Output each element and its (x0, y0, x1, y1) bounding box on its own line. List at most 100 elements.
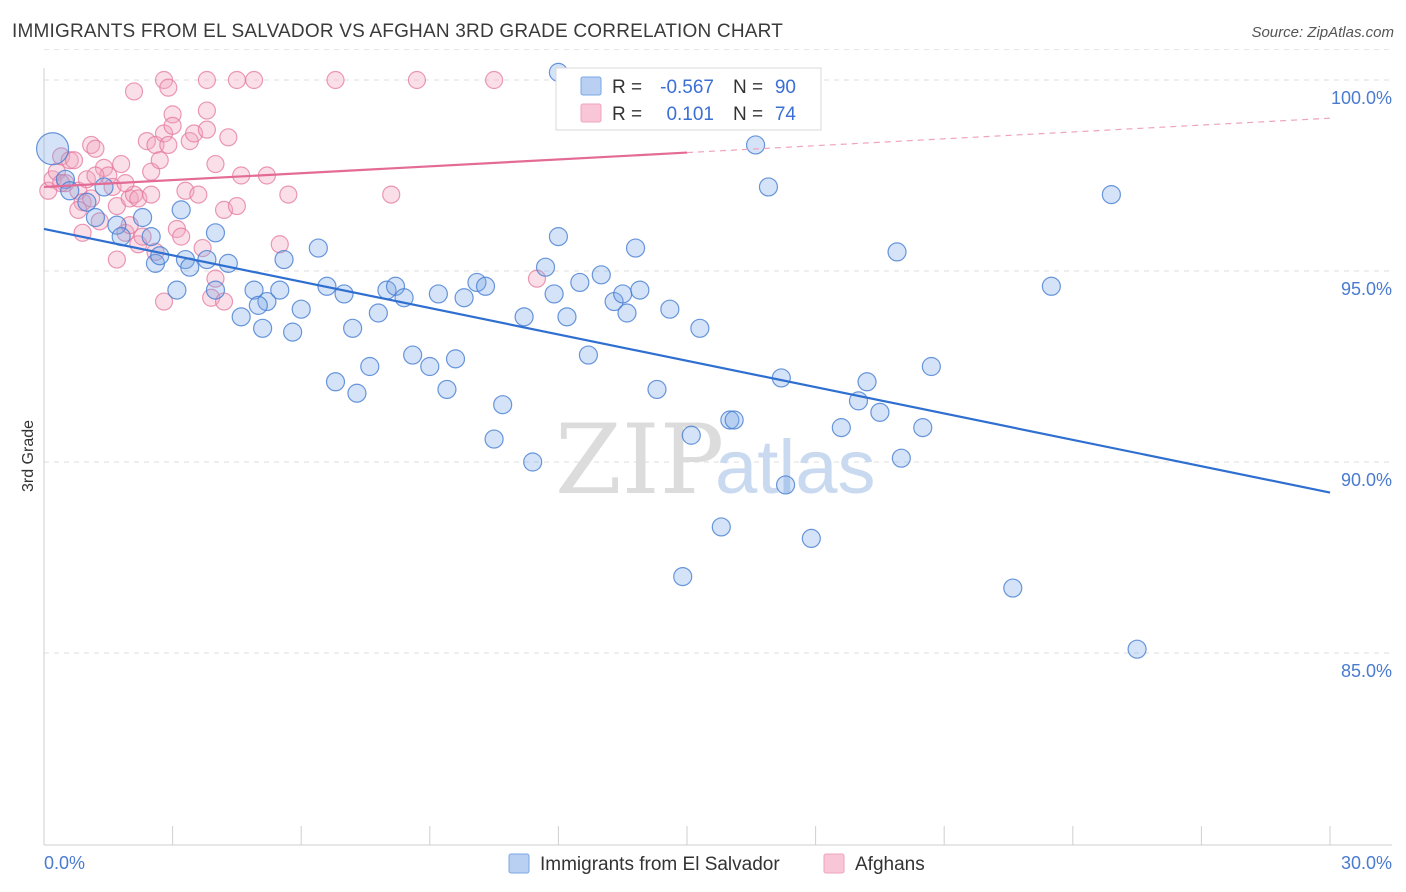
y-tick-label: 100.0% (1331, 88, 1392, 108)
point-el-salvador (913, 418, 933, 438)
point-afghans (197, 120, 216, 139)
point-el-salvador (171, 200, 191, 220)
legend-label-el-salvador: Immigrants from El Salvador (540, 854, 780, 875)
point-el-salvador (921, 356, 941, 377)
point-el-salvador (475, 276, 496, 296)
point-el-salvador (325, 372, 346, 392)
point-afghans (107, 250, 126, 269)
point-el-salvador (291, 299, 311, 319)
point-afghans (60, 151, 79, 170)
point-el-salvador (801, 528, 821, 549)
point-el-salvador (758, 177, 779, 197)
stats-n-value-1: 90 (775, 77, 796, 98)
point-afghans (137, 132, 156, 151)
watermark: ZIP atlas (555, 404, 876, 516)
point-el-salvador (77, 192, 97, 212)
stats-r-label-2: R = (612, 104, 642, 125)
point-afghans (193, 238, 212, 258)
point-afghans (172, 227, 191, 246)
point-el-salvador (681, 425, 701, 445)
point-afghans (227, 70, 246, 90)
point-el-salvador (274, 249, 294, 270)
point-afghans (407, 70, 427, 90)
point-el-salvador (630, 280, 650, 300)
point-el-salvador (745, 135, 766, 155)
point-afghans (279, 185, 298, 204)
point-el-salvador (544, 284, 564, 304)
point-el-salvador (891, 448, 911, 468)
point-el-salvador (35, 132, 70, 166)
trend-line-afghans-extension (686, 117, 1331, 154)
point-afghans (150, 151, 169, 170)
point-el-salvador (308, 238, 328, 258)
point-el-salvador (420, 356, 440, 377)
point-el-salvador (673, 566, 693, 587)
point-el-salvador (724, 410, 744, 430)
point-el-salvador (1101, 185, 1121, 205)
point-el-salvador (617, 303, 637, 323)
y-axis-label: 3rd Grade (20, 420, 37, 492)
point-afghans (154, 292, 174, 311)
point-el-salvador (535, 257, 556, 277)
point-el-salvador (141, 227, 161, 247)
point-el-salvador (347, 383, 367, 403)
point-afghans (227, 196, 246, 216)
point-el-salvador (711, 517, 731, 537)
point-el-salvador (150, 246, 170, 266)
point-el-salvador (647, 379, 667, 400)
point-el-salvador (1041, 276, 1061, 296)
point-afghans (159, 78, 178, 97)
point-el-salvador (55, 169, 76, 189)
point-el-salvador (231, 307, 251, 327)
point-el-salvador (1127, 639, 1147, 659)
stats-r-value-2: 0.101 (666, 104, 714, 125)
chart-title: IMMIGRANTS FROM EL SALVADOR VS AFGHAN 3R… (12, 21, 783, 42)
source-label: Source: ZipAtlas.com (1251, 24, 1394, 41)
series-afghans-points (39, 70, 547, 311)
point-afghans (64, 151, 84, 170)
point-afghans (142, 185, 161, 204)
watermark-atlas: atlas (715, 425, 876, 510)
stats-r-label-1: R = (612, 77, 642, 98)
point-el-salvador (887, 242, 907, 262)
point-el-salvador (570, 272, 590, 293)
point-el-salvador (613, 284, 633, 304)
point-el-salvador (578, 345, 599, 365)
gridlines (44, 48, 1392, 654)
point-el-salvador (591, 265, 611, 285)
point-el-salvador (244, 280, 264, 300)
point-afghans (163, 116, 182, 135)
watermark-zip: ZIP (555, 404, 724, 516)
stats-n-label-2: N = (733, 104, 763, 125)
point-afghans (86, 139, 105, 158)
trend-lines (43, 117, 1331, 494)
point-afghans (244, 70, 264, 90)
y-tick-label: 85.0% (1341, 661, 1392, 681)
point-el-salvador (775, 475, 796, 495)
point-el-salvador (132, 207, 153, 228)
point-el-salvador (454, 288, 474, 308)
stats-r-value-1: -0.567 (660, 77, 714, 98)
legend-label-afghans: Afghans (855, 854, 925, 875)
point-afghans (206, 154, 225, 174)
point-el-salvador (248, 295, 268, 315)
legend-swatch-el-salvador (508, 853, 530, 874)
legend-swatch-afghans (823, 853, 845, 874)
point-afghans (124, 82, 144, 101)
point-el-salvador (445, 349, 466, 369)
point-afghans (485, 70, 504, 90)
point-el-salvador (107, 215, 127, 235)
point-el-salvador (625, 238, 646, 258)
point-el-salvador (270, 280, 290, 300)
point-el-salvador (428, 284, 448, 304)
point-el-salvador (403, 345, 423, 365)
point-el-salvador (360, 356, 380, 377)
point-el-salvador (437, 379, 457, 400)
point-el-salvador (253, 318, 273, 338)
trend-line-el-salvador (43, 227, 1331, 494)
point-el-salvador (343, 318, 363, 338)
y-tick-label: 95.0% (1341, 279, 1392, 299)
point-afghans (382, 185, 401, 204)
point-afghans (326, 70, 345, 90)
stats-swatch-blue (580, 76, 602, 96)
